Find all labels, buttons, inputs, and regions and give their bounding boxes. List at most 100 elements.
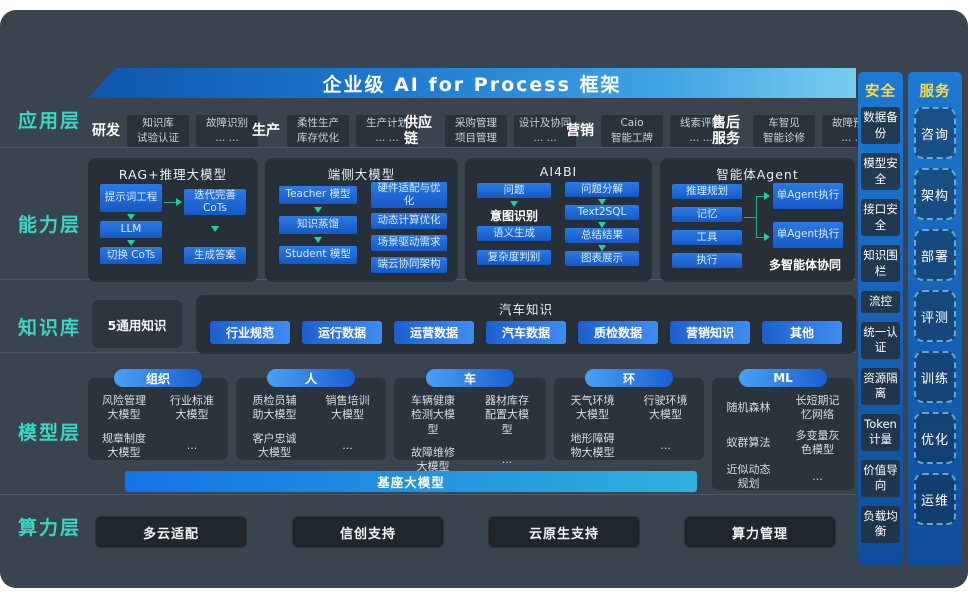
knowledge-tag: 运行数据 — [302, 321, 382, 344]
app-item-line2: ... ... — [689, 132, 713, 144]
edge-distillation: 知识蒸馏 — [279, 216, 357, 234]
app-item-line1: 柔性生产 — [297, 117, 339, 130]
knowledge-tag: 行业规范 — [210, 321, 290, 344]
app-group-name: 供应链 — [404, 114, 432, 147]
compute-xinchuang: 信创支持 — [292, 516, 444, 548]
arrow-down-icon — [598, 199, 606, 205]
panel-rag-reasoning: RAG+推理大模型 提示词工程 LLM 切换 CoTs 迭代完善CoTs 生成答… — [88, 158, 258, 282]
knowledge-tag: 汽车数据 — [486, 321, 566, 344]
app-item: 车智见 智能诊修 — [753, 115, 815, 147]
app-item-line2: 库存优化 — [297, 132, 339, 144]
app-item-line1: 采购管理 — [455, 117, 497, 130]
app-item: 知识库 试验认证 — [127, 115, 189, 147]
service-column: 服务 咨询 架构 部署 评测 训练 优化 运维 — [908, 72, 962, 566]
model-name: 近似动态规划 — [726, 463, 771, 491]
panel-title: 智能体Agent — [716, 167, 799, 182]
panel-title: AI4BI — [539, 164, 578, 179]
connector-line — [756, 237, 764, 238]
app-item-line2: ... ... — [215, 132, 239, 144]
arrow-down-icon — [314, 207, 322, 213]
connector-line — [756, 196, 764, 197]
agent-single-exec-2: 单Agent执行 — [773, 222, 843, 248]
security-item: 数据备份 — [861, 107, 900, 145]
model-name: ... — [501, 453, 513, 467]
arrow-down-icon — [598, 245, 606, 251]
security-item: 模型安全 — [861, 153, 900, 191]
model-name: 随机森林 — [726, 401, 771, 415]
app-item-line2: ... ... — [375, 132, 399, 144]
app-item-line2: 智能诊修 — [763, 132, 805, 144]
app-item-line1: Caio — [620, 117, 644, 130]
security-item: 知识围栏 — [861, 245, 900, 283]
panel-edge-model: 端侧大模型 Teacher 模型 知识蒸馏 Student 模型 硬件适配与优化… — [265, 158, 458, 282]
model-name: 风险管理大模型 — [102, 394, 146, 422]
security-item: 资源隔离 — [861, 367, 900, 405]
app-item-line2: 项目管理 — [455, 132, 497, 144]
app-item: 线索评级 ... ... — [670, 115, 732, 147]
service-column-title: 服务 — [919, 84, 951, 100]
service-item: 评测 — [914, 290, 956, 342]
model-group-pill: 车 — [426, 369, 514, 387]
ai4bi-intent-recognition: 意图识别 — [489, 209, 538, 223]
arrow-down-icon — [314, 237, 322, 243]
security-item: 负载均衡 — [861, 505, 900, 543]
connector-line — [744, 217, 756, 218]
framework-board: 企业级 AI for Process 框架 应用层 能力层 知识库 模型层 算力… — [0, 10, 968, 588]
knowledge-tag: 营销知识 — [670, 321, 750, 344]
edge-scenario-driven: 场景驱动需求 — [371, 235, 447, 251]
app-item-line1: 线索评级 — [680, 117, 722, 130]
app-item: 故障识别 ... ... — [196, 115, 258, 147]
app-group-name: 售后服务 — [712, 114, 740, 147]
app-group-supply-chain: 供应链 采购管理 项目管理 设计及协同 ... ... — [404, 108, 576, 154]
auto-knowledge-title: 汽车知识 — [498, 302, 553, 317]
service-item: 运维 — [914, 473, 956, 525]
rag-step-iterate-cots: 迭代完善CoTs — [184, 189, 246, 215]
agent-planning: 推理规划 — [672, 184, 742, 199]
model-name: 规章制度大模型 — [102, 431, 146, 459]
model-name: 蚁群算法 — [726, 435, 771, 449]
agent-tools: 工具 — [672, 230, 742, 245]
arrow-right-icon — [176, 198, 182, 206]
app-group-name: 研发 — [92, 122, 120, 139]
arrow-right-icon — [764, 233, 770, 241]
arrow-down-icon — [211, 226, 219, 232]
model-group-pill: ML — [739, 369, 827, 387]
general-knowledge-box: 5通用知识 — [92, 300, 182, 348]
rag-step-llm: LLM — [100, 221, 162, 238]
model-name: ... — [186, 438, 198, 452]
model-name: 质检员辅助大模型 — [252, 394, 297, 422]
model-group-pill: 组织 — [114, 369, 202, 387]
app-item-line2: 试验认证 — [137, 132, 179, 144]
model-group-pill: 人 — [267, 369, 355, 387]
model-name: 行业标准大模型 — [170, 394, 214, 422]
app-group-marketing: 营销 Caio 智能工牌 线索评级 ... ... — [566, 108, 732, 154]
app-group-rnd: 研发 知识库 试验认证 故障识别 ... ... — [92, 108, 258, 154]
model-name: ... — [342, 438, 353, 452]
arrow-down-icon — [598, 222, 606, 228]
layer-label-capability: 能力层 — [18, 214, 82, 236]
ai4bi-visualize: 图表展示 — [565, 251, 639, 266]
app-item: 生产计划 ... ... — [356, 115, 418, 147]
ai4bi-text2sql: Text2SQL — [565, 205, 639, 220]
knowledge-tag: 运营数据 — [394, 321, 474, 344]
top-banner: 企业级 AI for Process 框架 — [88, 68, 856, 98]
connector-line — [164, 202, 176, 203]
model-name: 销售培训大模型 — [325, 394, 370, 422]
auto-knowledge-panel: 汽车知识 行业规范 运行数据 运营数据 汽车数据 质检数据 营销知识 其他 — [196, 295, 856, 354]
app-item: 设计及协同 ... ... — [514, 115, 576, 147]
model-name: 多变量灰色模型 — [795, 428, 840, 456]
agent-execute: 执行 — [672, 253, 742, 268]
service-item: 部署 — [914, 229, 956, 281]
layer-label-application: 应用层 — [18, 110, 82, 132]
panel-ai4bi: AI4BI 问题 意图识别 语义生成 复杂度判别 问题分解 Text2SQL 总… — [465, 158, 652, 282]
ai4bi-summarize: 总结结果 — [565, 228, 639, 243]
model-name: 客户忠诚大模型 — [252, 431, 297, 459]
arrow-down-icon — [127, 240, 135, 246]
agent-single-exec-1: 单Agent执行 — [773, 183, 843, 209]
ai4bi-question: 问题 — [477, 183, 551, 198]
model-group-pill: 环 — [585, 369, 673, 387]
service-item: 咨询 — [914, 107, 956, 159]
app-item-line2: ... ... — [533, 132, 557, 144]
app-group-name: 营销 — [566, 122, 594, 139]
security-item: 流控 — [861, 291, 900, 313]
